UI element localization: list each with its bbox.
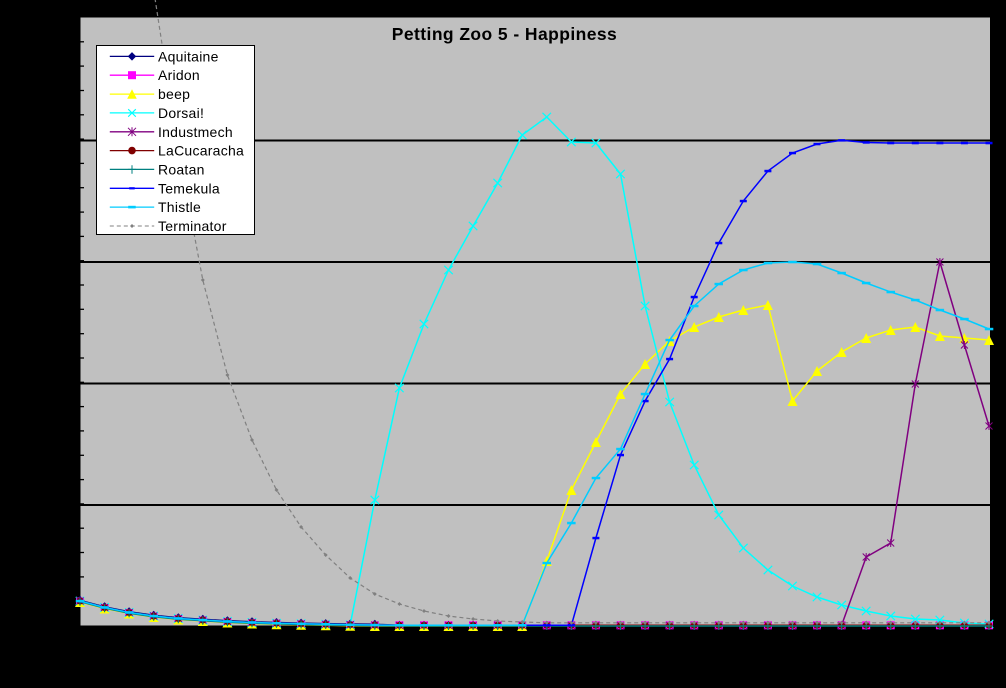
svg-text:Terminator: Terminator bbox=[158, 218, 227, 234]
svg-text:LaCucaracha: LaCucaracha bbox=[158, 143, 244, 159]
svg-text:Temekula: Temekula bbox=[158, 180, 220, 196]
svg-text:Thistle: Thistle bbox=[158, 199, 201, 215]
svg-text:Dorsai!: Dorsai! bbox=[158, 105, 204, 121]
svg-text:Roatan: Roatan bbox=[158, 161, 205, 177]
svg-text:beep: beep bbox=[158, 86, 190, 102]
svg-text:Aquitaine: Aquitaine bbox=[158, 48, 219, 64]
svg-text:Petting Zoo 5 - Happiness: Petting Zoo 5 - Happiness bbox=[392, 24, 617, 44]
svg-text:Aridon: Aridon bbox=[158, 67, 200, 83]
svg-text:Industmech: Industmech bbox=[158, 124, 233, 140]
